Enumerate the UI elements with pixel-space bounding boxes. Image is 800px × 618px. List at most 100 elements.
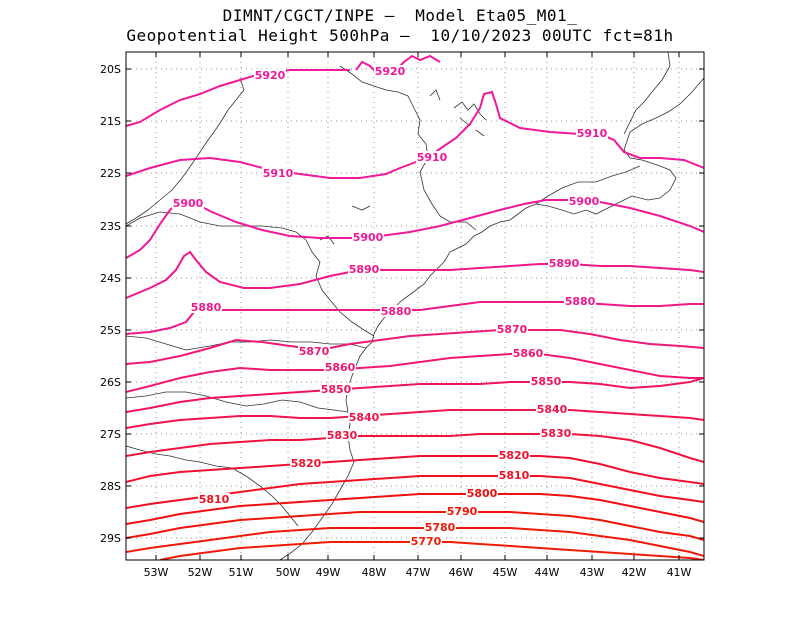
- contour-label-5850: 5850: [531, 375, 562, 388]
- contour-label-5910: 5910: [577, 127, 608, 140]
- contour-label-bg: [172, 197, 204, 209]
- lat-tick-label: 22S: [100, 167, 121, 180]
- border-rj-mg: [535, 165, 641, 205]
- contour-label-5820: 5820: [499, 449, 530, 462]
- contour-5840: [126, 409, 704, 429]
- lon-tick-label: 49W: [316, 566, 341, 579]
- coastline: [279, 77, 704, 560]
- contour-label-bg: [198, 493, 230, 505]
- contour-5850: [126, 377, 704, 413]
- contour-label-5860: 5860: [325, 361, 356, 374]
- contour-label-bg: [498, 449, 530, 461]
- contour-label-5780: 5780: [425, 521, 456, 534]
- contour-5870: [126, 329, 704, 365]
- map-title-line1: DIMNT/CGCT/INPE — Model Eta05_M01_: [222, 6, 578, 25]
- lon-tick-label: 47W: [406, 566, 431, 579]
- lon-tick-label: 52W: [188, 566, 213, 579]
- contour-label-bg: [466, 487, 498, 499]
- contour-label-bg: [320, 383, 352, 395]
- border-es-mg: [623, 52, 671, 135]
- lat-tick-label: 26S: [100, 376, 121, 389]
- contour-label-5880: 5880: [565, 295, 596, 308]
- contour-label-5850: 5850: [321, 383, 352, 396]
- contour-label-5840: 5840: [537, 403, 568, 416]
- lon-tick-label: 48W: [362, 566, 387, 579]
- map-frame: [125, 51, 705, 561]
- contour-label-5910: 5910: [263, 167, 294, 180]
- lat-tick-label: 25S: [100, 324, 121, 337]
- lon-tick-label: 44W: [535, 566, 560, 579]
- border-mg-sp: [339, 65, 477, 231]
- contour-label-5880: 5880: [191, 301, 222, 314]
- contour-label-bg: [548, 257, 580, 269]
- border-river-west: [126, 77, 245, 225]
- lat-tick-label: 27S: [100, 428, 121, 441]
- contour-label-5820: 5820: [291, 457, 322, 470]
- lon-tick-label: 45W: [493, 566, 518, 579]
- contour-label-5900: 5900: [173, 197, 204, 210]
- contour-label-bg: [324, 361, 356, 373]
- lat-tick-label: 23S: [100, 220, 121, 233]
- contour-label-bg: [262, 167, 294, 179]
- contour-label-bg: [380, 305, 412, 317]
- contour-label-bg: [530, 375, 562, 387]
- contour-label-bg: [352, 231, 384, 243]
- contour-label-5830: 5830: [541, 427, 572, 440]
- lon-tick-label: 53W: [144, 566, 169, 579]
- contour-label-bg: [540, 427, 572, 439]
- lon-tick-label: 43W: [580, 566, 605, 579]
- contour-label-5860: 5860: [513, 347, 544, 360]
- contour-label-bg: [568, 195, 600, 207]
- contour-5800: [126, 493, 704, 525]
- lat-tick-label: 29S: [100, 532, 121, 545]
- contour-label-5810: 5810: [199, 493, 230, 506]
- contour-label-5870: 5870: [299, 345, 330, 358]
- contour-label-bg: [416, 151, 448, 163]
- contour-label-5790: 5790: [447, 505, 478, 518]
- contour-label-bg: [576, 127, 608, 139]
- contour-5900: [126, 199, 704, 259]
- contour-label-5890: 5890: [349, 263, 380, 276]
- contour-label-bg: [424, 521, 456, 533]
- contour-label-bg: [512, 347, 544, 359]
- lon-tick-label: 51W: [229, 566, 254, 579]
- contour-label-bg: [498, 469, 530, 481]
- contour-label-5810: 5810: [499, 469, 530, 482]
- contour-label-5900: 5900: [569, 195, 600, 208]
- contour-label-bg: [348, 263, 380, 275]
- contour-5830: [126, 433, 704, 463]
- lat-tick-label: 24S: [100, 272, 121, 285]
- contour-label-5920: 5920: [255, 69, 286, 82]
- lon-tick-label: 41W: [667, 566, 692, 579]
- contour-label-bg: [536, 403, 568, 415]
- border-uruguay-argentina: [126, 445, 299, 527]
- contour-label-bg: [410, 535, 442, 547]
- contour-label-5870: 5870: [497, 323, 528, 336]
- contour-label-5920: 5920: [375, 65, 406, 78]
- contour-label-5800: 5800: [467, 487, 498, 500]
- lat-tick-label: 28S: [100, 480, 121, 493]
- map-title-line2: Geopotential Height 500hPa — 10/10/2023 …: [126, 26, 674, 45]
- contour-label-5830: 5830: [327, 429, 358, 442]
- contour-label-bg: [446, 505, 478, 517]
- contour-label-bg: [564, 295, 596, 307]
- lat-tick-label: 20S: [100, 63, 121, 76]
- contour-label-5900: 5900: [353, 231, 384, 244]
- contour-label-bg: [496, 323, 528, 335]
- contour-label-5890: 5890: [549, 257, 580, 270]
- lon-tick-label: 50W: [276, 566, 301, 579]
- contour-5890: [126, 250, 704, 299]
- lon-tick-label: 46W: [449, 566, 474, 579]
- lon-tick-label: 42W: [622, 566, 647, 579]
- contour-label-bg: [290, 457, 322, 469]
- contour-label-5910: 5910: [417, 151, 448, 164]
- contour-label-5770: 5770: [411, 535, 442, 548]
- contour-5790: [126, 511, 704, 541]
- lat-tick-label: 21S: [100, 115, 121, 128]
- contour-label-bg: [254, 69, 286, 81]
- contour-label-5880: 5880: [381, 305, 412, 318]
- contour-label-bg: [190, 301, 222, 313]
- contour-label-bg: [348, 411, 380, 423]
- contour-5910: [126, 90, 704, 179]
